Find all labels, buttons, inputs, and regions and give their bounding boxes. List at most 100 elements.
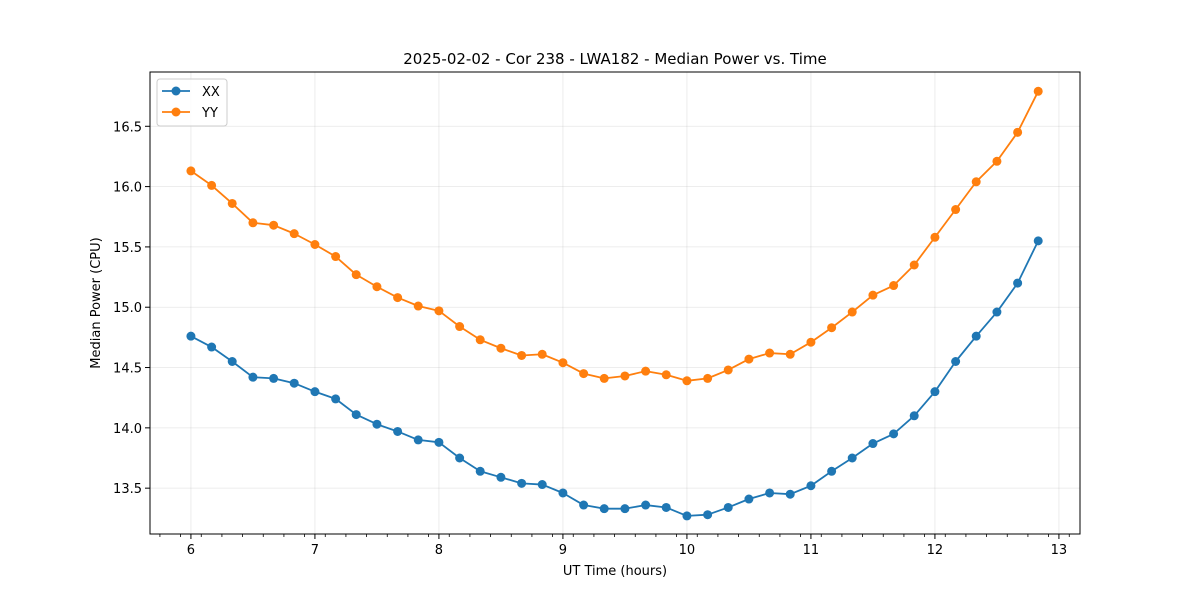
x-tick-label: 13 — [1051, 543, 1068, 558]
data-point-yy — [1033, 86, 1043, 96]
data-point-yy — [909, 260, 919, 270]
x-tick-label: 8 — [435, 543, 443, 558]
data-point-xx — [1033, 236, 1043, 246]
data-point-yy — [372, 282, 382, 292]
data-point-yy — [1013, 127, 1023, 137]
data-point-yy — [599, 373, 609, 383]
data-point-xx — [682, 511, 692, 521]
data-point-xx — [868, 439, 878, 449]
y-tick-label: 15.5 — [113, 241, 142, 256]
data-point-yy — [785, 349, 795, 359]
data-point-yy — [248, 218, 258, 228]
legend-label-yy: YY — [201, 106, 218, 121]
x-tick-label: 6 — [187, 543, 195, 558]
legend-marker-xx — [171, 86, 181, 96]
data-point-yy — [847, 307, 857, 317]
data-point-xx — [785, 489, 795, 499]
y-tick-label: 16.5 — [113, 120, 142, 135]
data-point-yy — [620, 371, 630, 381]
y-axis-label: Median Power (CPU) — [89, 237, 104, 368]
data-point-xx — [393, 426, 403, 436]
data-point-yy — [207, 180, 217, 190]
x-tick-label: 9 — [559, 543, 567, 558]
plot-frame — [149, 71, 1081, 535]
data-point-xx — [951, 357, 961, 367]
data-point-yy — [744, 354, 754, 364]
y-tick-label: 15.0 — [113, 301, 142, 316]
data-point-yy — [517, 350, 527, 360]
x-axis-label: UT Time (hours) — [563, 564, 667, 579]
grid-lines — [150, 72, 1080, 534]
data-point-xx — [992, 307, 1002, 317]
data-point-xx — [847, 453, 857, 463]
data-point-yy — [703, 373, 713, 383]
data-point-yy — [930, 232, 940, 242]
data-point-yy — [806, 337, 816, 347]
data-point-yy — [889, 281, 899, 291]
legend-marker-yy — [171, 107, 181, 117]
data-point-yy — [951, 205, 961, 215]
data-point-xx — [930, 387, 940, 397]
data-point-xx — [599, 504, 609, 514]
data-point-yy — [310, 239, 320, 249]
data-point-yy — [579, 369, 589, 379]
data-point-yy — [455, 322, 465, 332]
data-point-xx — [455, 453, 465, 463]
data-point-yy — [682, 376, 692, 386]
data-point-xx — [827, 466, 837, 476]
data-point-xx — [744, 494, 754, 504]
data-point-yy — [413, 301, 423, 311]
x-tick-label: 11 — [803, 543, 820, 558]
data-point-yy — [393, 293, 403, 303]
x-tick-label: 12 — [927, 543, 944, 558]
data-point-xx — [971, 331, 981, 341]
data-point-yy — [227, 198, 237, 208]
data-point-xx — [558, 488, 568, 498]
data-point-xx — [517, 478, 527, 488]
data-point-xx — [496, 472, 506, 482]
data-point-yy — [475, 335, 485, 345]
x-tick-label: 10 — [679, 543, 696, 558]
data-point-xx — [372, 419, 382, 429]
data-point-xx — [579, 500, 589, 510]
data-point-yy — [765, 348, 775, 358]
data-point-xx — [806, 481, 816, 491]
data-point-xx — [909, 411, 919, 421]
chart-title: 2025-02-02 - Cor 238 - LWA182 - Median P… — [403, 50, 827, 68]
legend: XX YY — [156, 78, 228, 127]
y-tick-label: 16.0 — [113, 181, 142, 196]
data-point-xx — [269, 373, 279, 383]
data-point-yy — [661, 370, 671, 380]
data-point-yy — [723, 365, 733, 375]
data-point-xx — [1013, 278, 1023, 288]
series-line-yy — [190, 90, 1040, 382]
data-point-yy — [351, 270, 361, 280]
data-point-yy — [992, 156, 1002, 166]
y-tick-label: 14.0 — [113, 422, 142, 437]
data-point-yy — [537, 349, 547, 359]
data-point-xx — [186, 331, 196, 341]
data-point-xx — [475, 466, 485, 476]
y-tick-label: 13.5 — [113, 482, 142, 497]
data-point-xx — [207, 342, 217, 352]
data-point-xx — [331, 394, 341, 404]
data-point-xx — [434, 437, 444, 447]
data-point-xx — [641, 500, 651, 510]
data-point-yy — [971, 177, 981, 187]
data-point-yy — [496, 343, 506, 353]
data-point-xx — [227, 357, 237, 367]
data-point-yy — [269, 220, 279, 230]
data-point-xx — [661, 502, 671, 512]
data-point-xx — [703, 510, 713, 520]
data-point-xx — [620, 504, 630, 514]
data-point-xx — [310, 387, 320, 397]
data-point-yy — [827, 323, 837, 333]
data-point-xx — [537, 480, 547, 490]
data-point-xx — [413, 435, 423, 445]
data-point-yy — [558, 358, 568, 368]
data-point-xx — [889, 429, 899, 439]
y-tick-label: 14.5 — [113, 362, 142, 377]
data-point-yy — [289, 229, 299, 239]
data-point-yy — [434, 306, 444, 316]
